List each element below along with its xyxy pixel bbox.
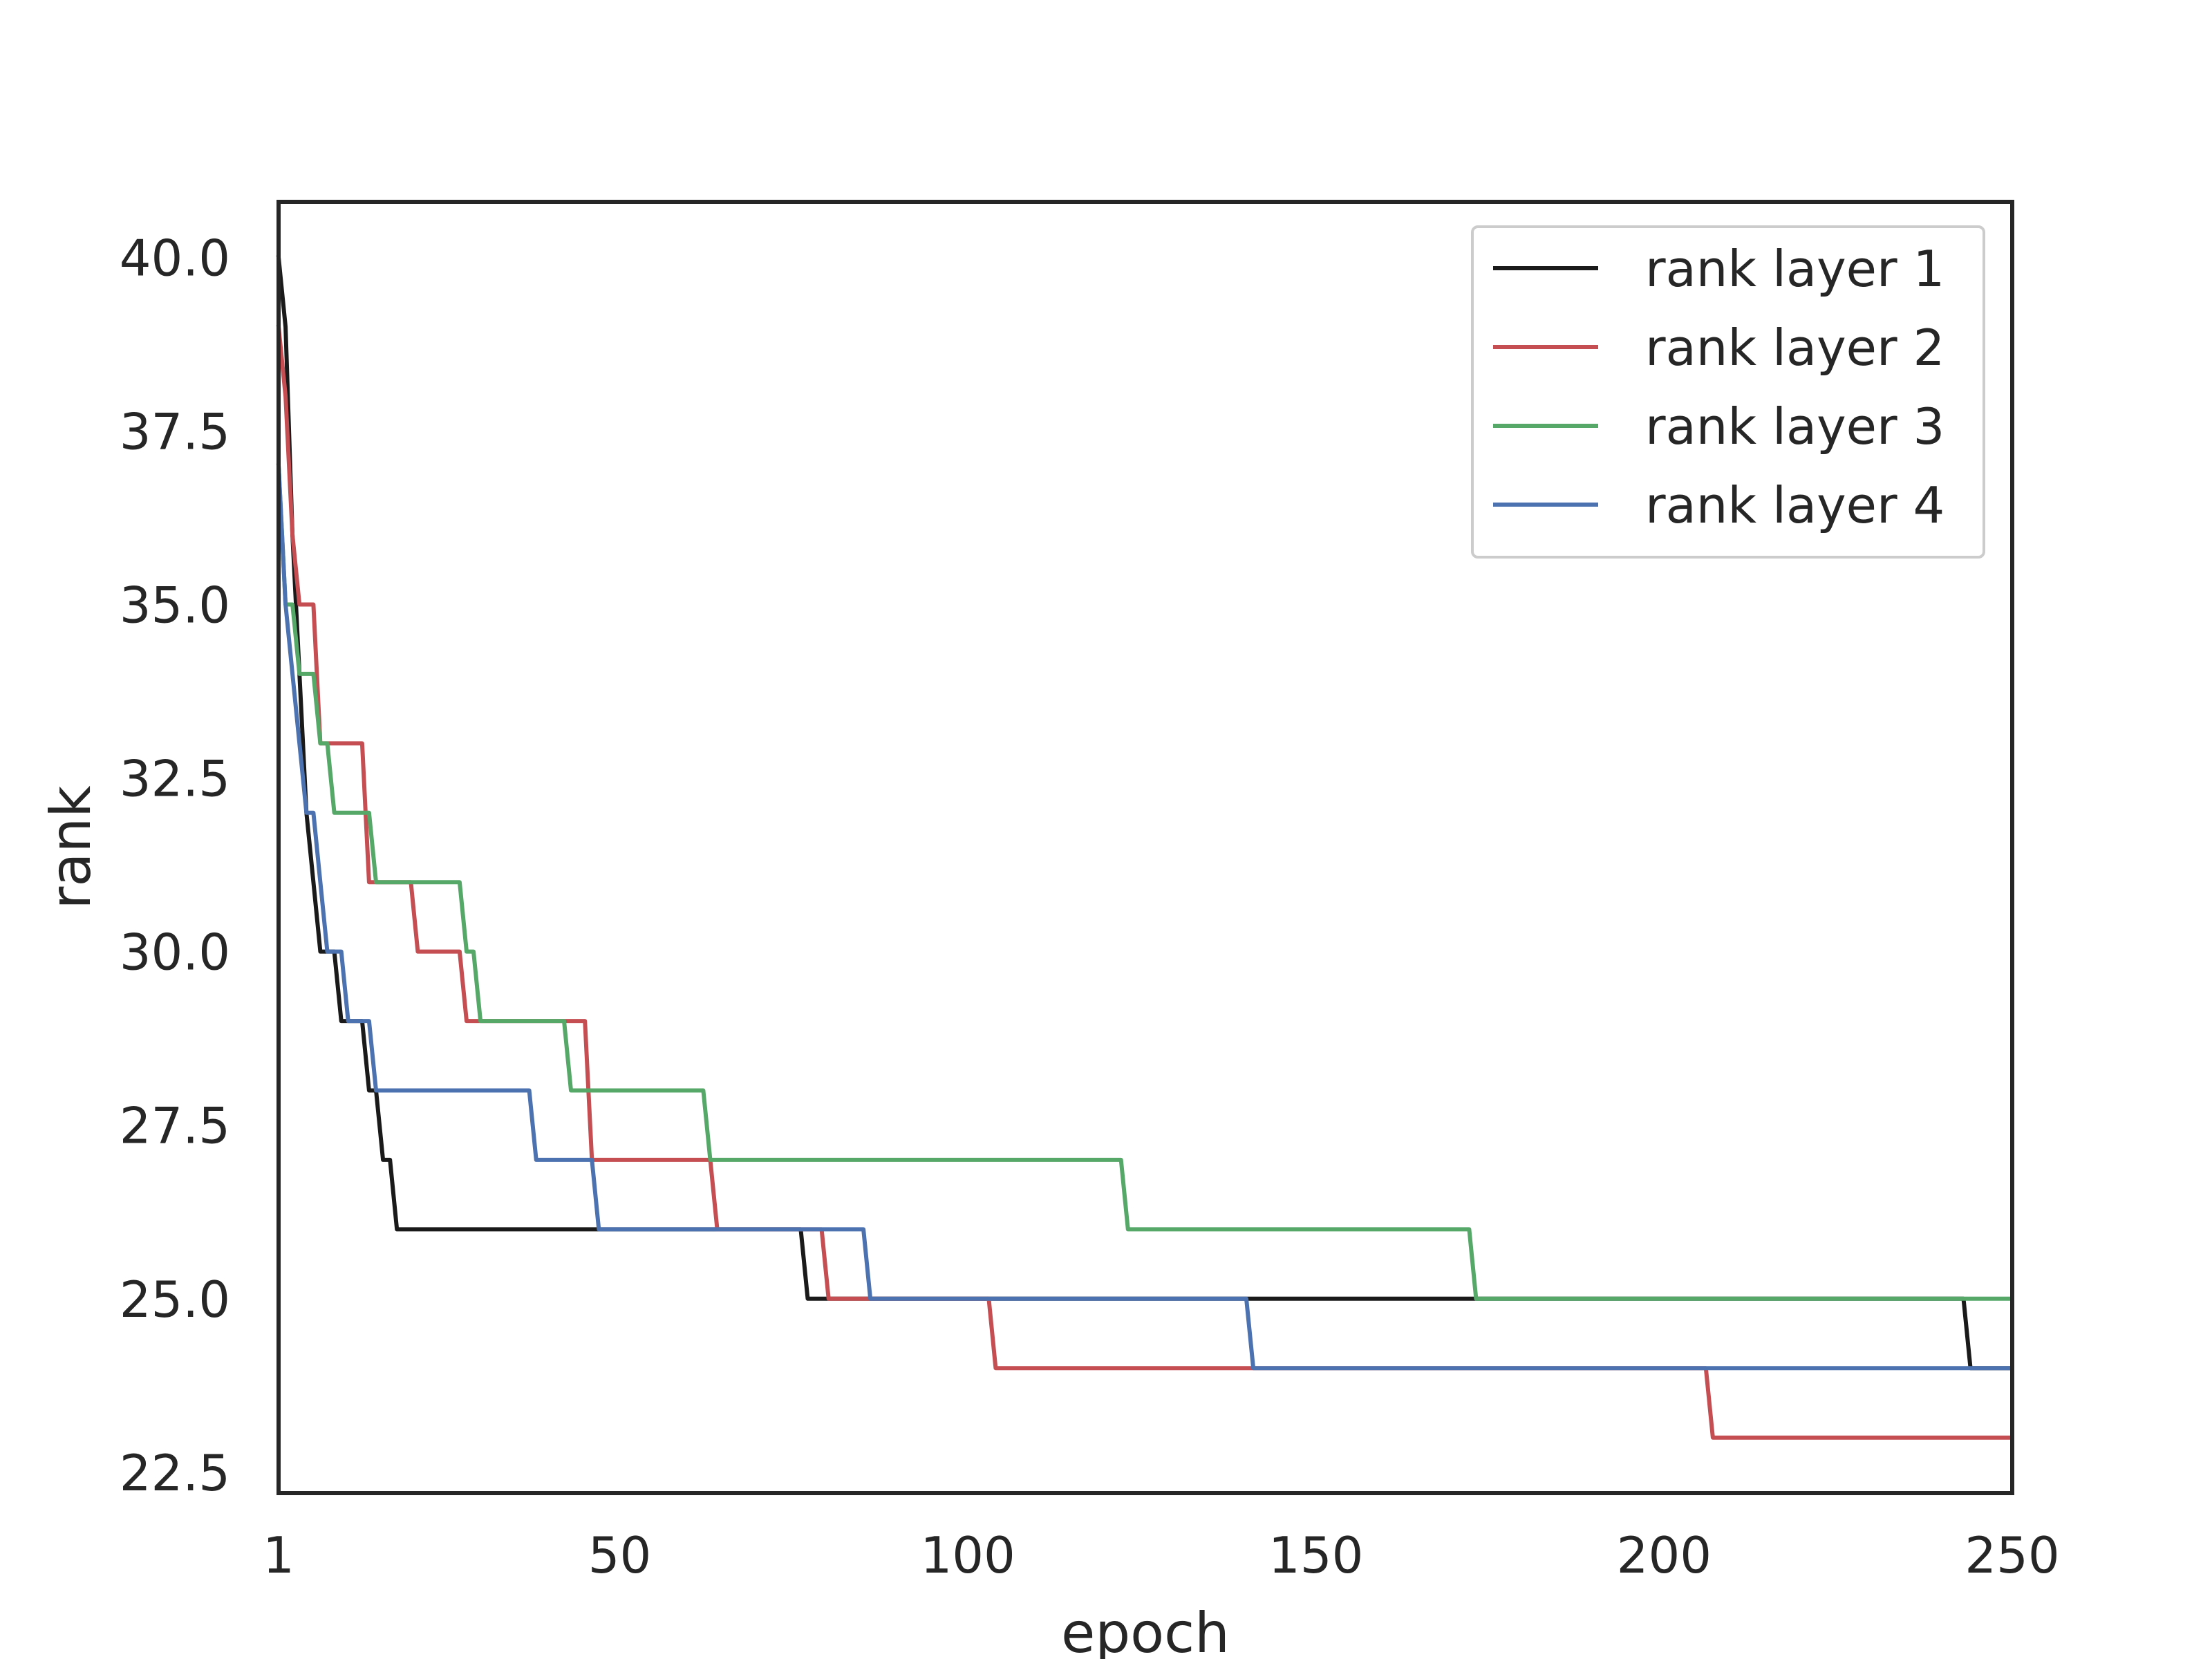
x-tick-label: 150 bbox=[1268, 1526, 1363, 1584]
y-tick-label: 37.5 bbox=[120, 402, 230, 460]
series-line-layer-2 bbox=[276, 324, 2014, 1440]
x-tick-label: 250 bbox=[1965, 1526, 2059, 1584]
y-tick-label: 30.0 bbox=[120, 924, 230, 982]
y-tick-label: 35.0 bbox=[120, 576, 230, 634]
y-tick-label: 40.0 bbox=[120, 229, 230, 287]
x-axis-label: epoch bbox=[1061, 1601, 1230, 1659]
y-tick-label: 22.5 bbox=[120, 1444, 230, 1502]
y-tick-label: 25.0 bbox=[120, 1271, 230, 1329]
legend-label-layer-1: rank layer 1 bbox=[1645, 240, 1944, 298]
x-tick-label: 200 bbox=[1617, 1526, 1712, 1584]
x-tick-label: 50 bbox=[588, 1526, 652, 1584]
x-tick-label: 100 bbox=[920, 1526, 1015, 1584]
x-tick-label: 1 bbox=[263, 1526, 294, 1584]
legend-label-layer-4: rank layer 4 bbox=[1645, 476, 1944, 534]
y-axis-label: rank bbox=[39, 785, 103, 910]
series-line-layer-1 bbox=[276, 255, 2014, 1371]
legend-label-layer-2: rank layer 2 bbox=[1645, 319, 1944, 377]
legend: rank layer 1 rank layer 2 rank layer 3 rank… bbox=[1471, 225, 1985, 559]
legend-box bbox=[1471, 225, 1985, 559]
series-line-layer-4 bbox=[276, 463, 2014, 1371]
y-tick-label: 32.5 bbox=[120, 750, 230, 808]
y-axis-ticks: 22.5 25.0 27.5 30.0 32.5 35.0 37.5 40.0 bbox=[120, 229, 230, 1502]
series-line-layer-3 bbox=[276, 463, 2014, 1301]
series-layer bbox=[276, 255, 2014, 1440]
legend-label-layer-3: rank layer 3 bbox=[1645, 397, 1944, 456]
x-axis-ticks: 1 50 100 150 200 250 bbox=[263, 1526, 2060, 1584]
plot-frame bbox=[276, 200, 2014, 1495]
y-tick-label: 27.5 bbox=[120, 1097, 230, 1155]
